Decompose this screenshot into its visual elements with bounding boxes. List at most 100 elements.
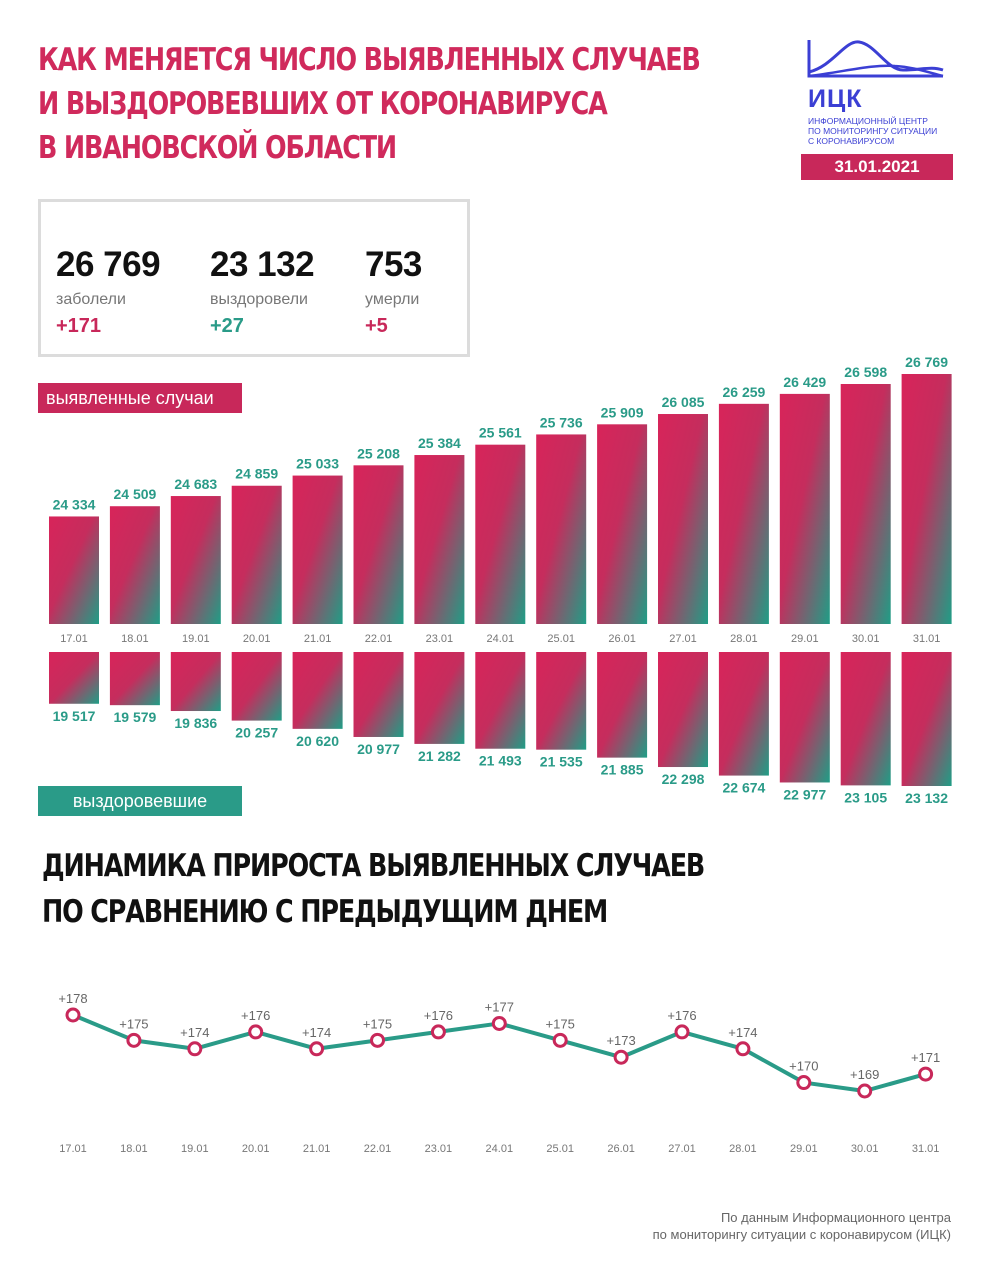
recovered-bar: [901, 652, 952, 786]
recovered-value-label: 20 977: [357, 741, 400, 757]
title-line-2: И ВЫЗДОРОВЕВШИХ ОТ КОРОНАВИРУСА: [38, 86, 608, 122]
stat-label: выздоровели: [210, 291, 308, 308]
x-tick-label: 22.01: [364, 1143, 392, 1155]
recovered-value-label: 23 105: [844, 789, 887, 805]
case-bar: [597, 424, 648, 624]
growth-value-label: +178: [58, 991, 87, 1006]
logo: ИЦК ИНФОРМАЦИОННЫЙ ЦЕНТР ПО МОНИТОРИНГУ …: [803, 36, 963, 186]
x-tick-label: 17.01: [60, 633, 88, 645]
x-tick-label: 20.01: [243, 633, 271, 645]
case-value-label: 26 598: [844, 364, 887, 380]
growth-value-label: +175: [546, 1016, 575, 1031]
recovered-bar: [718, 652, 769, 776]
case-value-label: 25 909: [601, 404, 644, 420]
growth-value-label: +176: [424, 1008, 453, 1023]
recovered-bar: [414, 652, 465, 744]
growth-point: [65, 1007, 81, 1023]
recovered-bar: [292, 652, 343, 729]
recovered-value-label: 23 132: [905, 790, 948, 806]
growth-point: [309, 1041, 325, 1057]
case-value-label: 24 859: [235, 466, 278, 482]
recovered-bar: [353, 652, 404, 737]
growth-point: [430, 1024, 446, 1040]
stats-panel: 26 769 заболели +171 23 132 выздоровели …: [38, 199, 470, 357]
case-value-label: 26 429: [783, 374, 826, 390]
case-value-label: 26 259: [722, 384, 765, 400]
case-value-label: 25 736: [540, 414, 583, 430]
x-tick-label: 26.01: [608, 633, 636, 645]
stat-delta: +171: [56, 315, 102, 337]
recovered-bar: [49, 652, 99, 704]
stat-delta: +27: [210, 315, 244, 337]
recovered-value-label: 19 836: [174, 715, 217, 731]
recovered-value-label: 22 977: [783, 786, 826, 802]
growth-value-label: +171: [911, 1050, 940, 1065]
x-tick-label: 30.01: [851, 1143, 879, 1155]
section-subtitle: ДИНАМИКА ПРИРОСТА ВЫЯВЛЕННЫХ СЛУЧАЕВ ПО …: [42, 843, 705, 935]
growth-value-label: +175: [363, 1016, 392, 1031]
x-tick-label: 26.01: [607, 1143, 635, 1155]
stat-value: 23 132: [210, 245, 315, 284]
recovered-tag: выздоровевшие: [38, 786, 242, 816]
recovered-bar: [779, 652, 830, 783]
source-line-2: по мониторингу ситуации с коронавирусом …: [652, 1227, 951, 1242]
stat-cases: 26 769 заболели +171: [56, 245, 161, 338]
growth-value-label: +176: [667, 1008, 696, 1023]
case-value-label: 26 769: [905, 354, 948, 370]
cases-tag: выявленные случаи: [38, 383, 242, 413]
bar-chart: 24 334 17.01 19 517 24 509 18.01 19 579 24 683…: [49, 354, 952, 806]
x-tick-label: 25.01: [547, 633, 575, 645]
x-tick-label: 24.01: [487, 633, 515, 645]
growth-value-label: +177: [485, 999, 514, 1014]
x-tick-label: 27.01: [668, 1143, 696, 1155]
case-bar: [536, 434, 587, 624]
stat-value: 753: [365, 245, 422, 284]
recovered-value-label: 19 579: [113, 709, 156, 725]
x-tick-label: 27.01: [669, 633, 697, 645]
x-tick-label: 29.01: [791, 633, 819, 645]
x-tick-label: 21.01: [303, 1143, 331, 1155]
logo-subtitle: ИНФОРМАЦИОННЫЙ ЦЕНТР ПО МОНИТОРИНГУ СИТУ…: [808, 116, 937, 146]
case-bar: [353, 465, 404, 624]
growth-value-label: +170: [789, 1059, 818, 1074]
stat-deaths: 753 умерли +5: [365, 245, 422, 338]
growth-value-label: +174: [728, 1025, 757, 1040]
growth-value-label: +173: [606, 1033, 635, 1048]
recovered-value-label: 21 535: [540, 754, 583, 770]
x-tick-label: 28.01: [730, 633, 758, 645]
growth-point: [918, 1066, 934, 1082]
case-bar: [901, 374, 952, 624]
growth-point: [491, 1015, 507, 1031]
growth-point: [552, 1032, 568, 1048]
stat-delta: +5: [365, 315, 388, 337]
recovered-value-label: 19 517: [53, 708, 96, 724]
recovered-value-label: 22 674: [722, 780, 765, 796]
title-line-3: В ИВАНОВСКОЙ ОБЛАСТИ: [38, 130, 397, 166]
x-tick-label: 31.01: [913, 633, 941, 645]
case-bar: [49, 516, 99, 624]
subtitle-line-1: ДИНАМИКА ПРИРОСТА ВЫЯВЛЕННЫХ СЛУЧАЕВ: [42, 848, 705, 884]
case-value-label: 24 334: [53, 496, 96, 512]
x-tick-label: 23.01: [426, 633, 454, 645]
stat-value: 26 769: [56, 245, 161, 284]
case-bar: [170, 496, 221, 624]
logo-sub-line: ПО МОНИТОРИНГУ СИТУАЦИИ: [808, 126, 938, 136]
case-value-label: 24 509: [113, 486, 156, 502]
growth-point: [187, 1041, 203, 1057]
recovered-bar: [658, 652, 708, 768]
growth-point: [370, 1032, 385, 1048]
case-value-label: 25 384: [418, 435, 461, 451]
growth-point: [796, 1075, 812, 1091]
case-bar: [840, 384, 891, 624]
growth-point: [248, 1024, 264, 1040]
x-tick-label: 18.01: [120, 1143, 148, 1155]
growth-value-label: +174: [180, 1025, 209, 1040]
logo-sub-line: С КОРОНАВИРУСОМ: [808, 136, 895, 146]
growth-line: [72, 1013, 927, 1093]
growth-point: [735, 1041, 751, 1057]
x-tick-label: 20.01: [242, 1143, 270, 1155]
recovered-value-label: 21 282: [418, 748, 461, 764]
case-value-label: 25 561: [479, 425, 522, 441]
case-value-label: 25 208: [357, 445, 400, 461]
x-tick-label: 23.01: [425, 1143, 453, 1155]
